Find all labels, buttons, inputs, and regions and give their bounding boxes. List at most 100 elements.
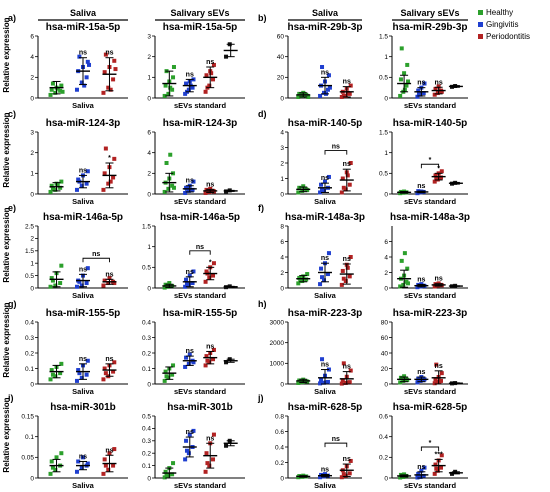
data-point [171, 65, 176, 69]
x-axis-label: sEVs standard [174, 197, 227, 206]
data-point [297, 275, 302, 280]
data-point [102, 171, 107, 176]
data-point [296, 380, 301, 385]
y-tick-label: 1.5 [379, 33, 388, 40]
data-point [50, 81, 55, 86]
data-point [436, 84, 441, 89]
panel-title: hsa-miR-140-5p [288, 118, 362, 129]
panel-12: hsa-miR-148a-3p 0 2 4 6 sEVs standard ns ns [384, 212, 470, 300]
data-point [345, 90, 350, 95]
y-tick-label: 40 [381, 350, 389, 357]
panel-title: hsa-miR-223-3p [288, 308, 362, 319]
significance-label: ns [206, 181, 214, 188]
data-point [50, 278, 55, 283]
y-tick-label: 0.1 [142, 463, 151, 470]
data-point [58, 88, 63, 93]
data-point [320, 187, 325, 192]
data-point [85, 59, 90, 64]
data-point [85, 461, 90, 466]
data-point [183, 364, 188, 369]
data-point [164, 161, 169, 165]
data-point [163, 83, 168, 88]
data-point [77, 371, 82, 376]
data-point [101, 471, 106, 476]
data-point [49, 276, 54, 281]
data-point [77, 54, 82, 59]
data-point [53, 374, 58, 379]
data-point [184, 438, 189, 443]
significance-label: ns [343, 456, 351, 463]
data-point [203, 363, 208, 368]
x-axis-label: sEVs standard [404, 291, 457, 300]
data-point [59, 83, 64, 88]
data-point [170, 183, 175, 188]
data-point [418, 474, 423, 479]
data-point [398, 77, 403, 82]
data-point [422, 465, 427, 470]
legend-label-periodontitis: Periodontitis [486, 32, 530, 41]
data-point [184, 277, 189, 282]
data-point [171, 363, 176, 368]
significance-label: ns [105, 356, 113, 363]
significance-label: * [437, 165, 440, 172]
y-tick-label: 0 [384, 95, 388, 102]
data-point [341, 361, 346, 366]
data-point [208, 186, 213, 191]
y-tick-label: 4 [384, 254, 388, 261]
significance-label: ns [343, 79, 351, 86]
y-tick-label: 1 [384, 54, 388, 61]
data-point [203, 469, 208, 474]
data-point [340, 176, 345, 181]
data-point [326, 73, 331, 78]
data-point [402, 87, 407, 92]
x-axis-label: sEVs standard [404, 481, 457, 490]
y-axis-label-row-1: Relative expression [2, 17, 11, 92]
x-axis-label: Saliva [72, 387, 95, 396]
data-point [327, 85, 332, 90]
data-point [162, 93, 167, 98]
y-tick-label: 0.4 [275, 444, 284, 451]
panel-label: b) [258, 13, 267, 23]
data-point [207, 275, 212, 280]
y-tick-label: 2 [384, 270, 388, 277]
data-point [162, 378, 167, 383]
data-point [405, 378, 410, 383]
data-point [101, 377, 106, 382]
y-tick-label: 6 [30, 33, 34, 40]
y-tick-label: 0.05 [21, 455, 34, 462]
data-point [85, 169, 90, 174]
data-point [326, 174, 331, 179]
y-tick-label: 0 [280, 285, 284, 292]
data-point [320, 357, 325, 362]
data-point [224, 443, 229, 448]
data-point [111, 463, 116, 468]
data-point [207, 189, 212, 194]
y-axis-label-row-3: Relative expression [2, 207, 11, 282]
data-point [190, 187, 195, 192]
data-point [79, 465, 84, 470]
legend-marker-healthy [478, 10, 483, 15]
y-tick-label: 20 [381, 366, 389, 373]
data-point [345, 265, 350, 270]
data-point [102, 278, 107, 283]
data-point [325, 87, 330, 92]
significance-label: ns [79, 50, 87, 57]
data-point [53, 187, 58, 192]
data-point [50, 186, 55, 191]
data-point [59, 451, 64, 456]
data-point [318, 282, 323, 287]
data-point [296, 281, 301, 286]
data-point [50, 372, 55, 377]
data-point [81, 455, 85, 460]
data-point [434, 466, 439, 471]
data-point [84, 75, 89, 80]
panel-11: hsa-miR-148a-3p f) 0 2 4 6 8 Saliva ns ns [258, 203, 365, 300]
panel-title: hsa-miR-301b [167, 402, 233, 413]
data-point [211, 347, 216, 352]
data-point [211, 261, 216, 266]
data-point [211, 273, 216, 278]
data-point [186, 451, 191, 456]
data-point [107, 276, 112, 281]
data-point [416, 88, 421, 93]
panel-label: d) [258, 109, 267, 119]
